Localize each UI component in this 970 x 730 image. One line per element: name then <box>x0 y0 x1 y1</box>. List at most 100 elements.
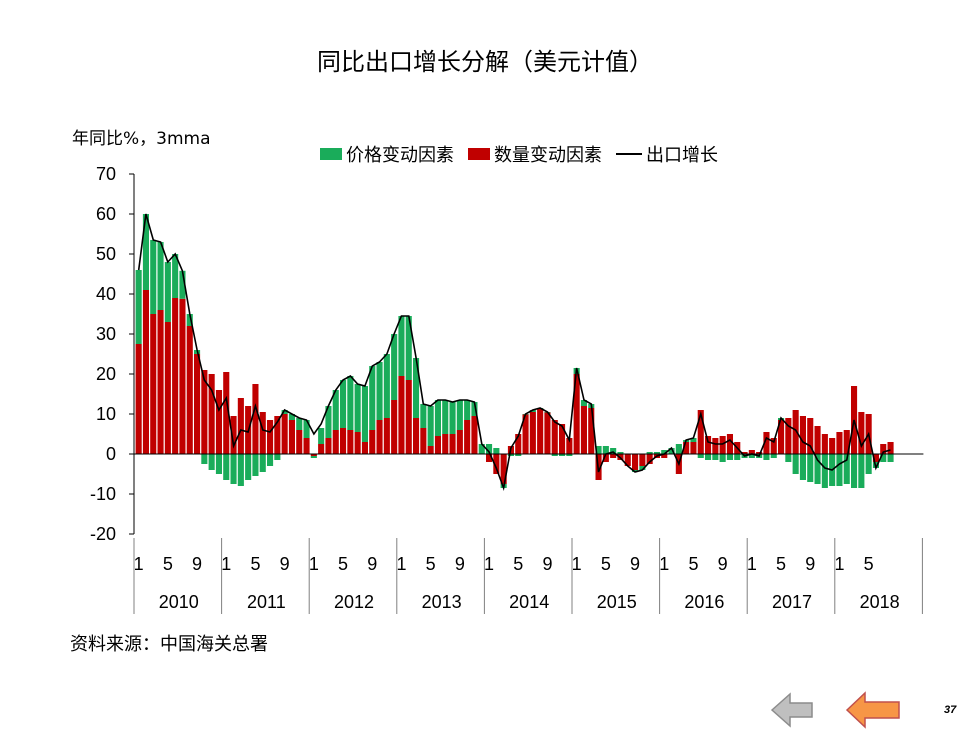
bar-volume <box>325 438 332 454</box>
y-tick-label: -10 <box>90 484 116 504</box>
bar-volume <box>347 430 354 454</box>
bar-price <box>668 448 675 454</box>
bar-price <box>383 354 390 418</box>
bar-price <box>230 454 237 484</box>
bar-price <box>259 454 266 472</box>
bar-price <box>807 454 814 482</box>
page-number: 37 <box>944 704 957 716</box>
bar-price <box>858 454 865 488</box>
bar-price <box>413 358 420 418</box>
x-month-tick-label: 9 <box>192 554 202 574</box>
bar-volume <box>537 408 544 454</box>
bar-price <box>580 400 587 406</box>
bar-price <box>340 380 347 428</box>
bar-volume <box>215 390 222 454</box>
bar-volume <box>821 434 828 454</box>
bar-volume <box>829 438 836 454</box>
bar-volume <box>383 418 390 454</box>
bar-price <box>186 314 193 326</box>
bar-volume <box>705 436 712 454</box>
bar-volume <box>712 438 719 454</box>
bar-volume <box>588 408 595 454</box>
bar-price <box>449 402 456 434</box>
x-month-tick-label: 5 <box>688 554 698 574</box>
bar-price <box>770 454 777 458</box>
bar-volume <box>486 454 493 462</box>
bar-volume <box>500 454 507 484</box>
bar-volume <box>770 438 777 454</box>
x-month-tick-label: 1 <box>309 554 319 574</box>
bar-price <box>763 454 770 460</box>
bar-volume <box>194 354 201 454</box>
bar-price <box>281 410 288 414</box>
bar-price <box>464 400 471 420</box>
bar-price <box>646 452 653 454</box>
bar-volume <box>230 416 237 454</box>
bar-volume <box>559 424 566 454</box>
bar-volume <box>683 442 690 454</box>
x-month-tick-label: 9 <box>367 554 377 574</box>
bar-volume <box>515 434 522 454</box>
bar-price <box>332 390 339 430</box>
bar-price <box>442 400 449 434</box>
bar-volume <box>142 290 149 454</box>
bar-volume <box>391 400 398 454</box>
bar-price <box>135 270 142 344</box>
bar-volume <box>580 406 587 454</box>
bar-price <box>836 454 843 486</box>
bar-price <box>164 262 171 322</box>
bar-price <box>325 406 332 438</box>
bar-price <box>712 454 719 460</box>
bar-volume <box>858 412 865 454</box>
prev-page-button[interactable] <box>770 690 814 730</box>
bar-price <box>347 376 354 430</box>
x-year-label: 2015 <box>597 592 637 612</box>
bar-volume <box>361 442 368 454</box>
chart-title: 同比出口增长分解（美元计值） <box>317 48 653 76</box>
bar-price <box>507 454 514 456</box>
bar-price <box>821 454 828 488</box>
bar-volume <box>551 420 558 454</box>
bar-price <box>639 466 646 470</box>
bar-volume <box>464 420 471 454</box>
bar-price <box>478 444 485 454</box>
next-page-button[interactable] <box>845 690 901 730</box>
bar-price <box>799 454 806 480</box>
line-total-export-growth <box>137 213 891 492</box>
x-year-label: 2013 <box>422 592 462 612</box>
bar-price <box>369 366 376 430</box>
bar-price <box>398 316 405 376</box>
x-month-tick-label: 1 <box>221 554 231 574</box>
bar-volume <box>420 428 427 454</box>
chart-legend: 价格变动因素 数量变动因素 出口增长 <box>320 141 732 167</box>
bar-volume <box>624 454 631 466</box>
bar-volume <box>690 442 697 454</box>
bar-volume <box>434 436 441 454</box>
y-tick-label: 40 <box>96 284 116 304</box>
bar-volume <box>887 442 894 454</box>
bar-volume <box>398 376 405 454</box>
bar-price <box>653 452 660 454</box>
bar-volume <box>785 418 792 454</box>
bar-price <box>559 454 566 456</box>
bar-volume <box>369 430 376 454</box>
legend-swatch-total <box>616 153 642 155</box>
bar-volume <box>836 432 843 454</box>
x-month-tick-label: 9 <box>542 554 552 574</box>
bar-price <box>880 454 887 462</box>
source-note: 资料来源：中国海关总署 <box>70 634 268 655</box>
bar-price <box>493 448 500 454</box>
bar-volume <box>332 430 339 454</box>
bar-volume <box>340 428 347 454</box>
bar-price <box>748 454 755 458</box>
bar-price <box>215 454 222 474</box>
x-month-tick-label: 1 <box>659 554 669 574</box>
bar-volume <box>697 410 704 454</box>
bar-price <box>471 402 478 416</box>
bar-price <box>208 454 215 470</box>
legend-item-volume: 数量变动因素 <box>468 141 602 167</box>
bar-volume <box>303 438 310 454</box>
bar-volume <box>471 416 478 454</box>
bar-price <box>318 428 325 444</box>
bar-price <box>617 452 624 454</box>
